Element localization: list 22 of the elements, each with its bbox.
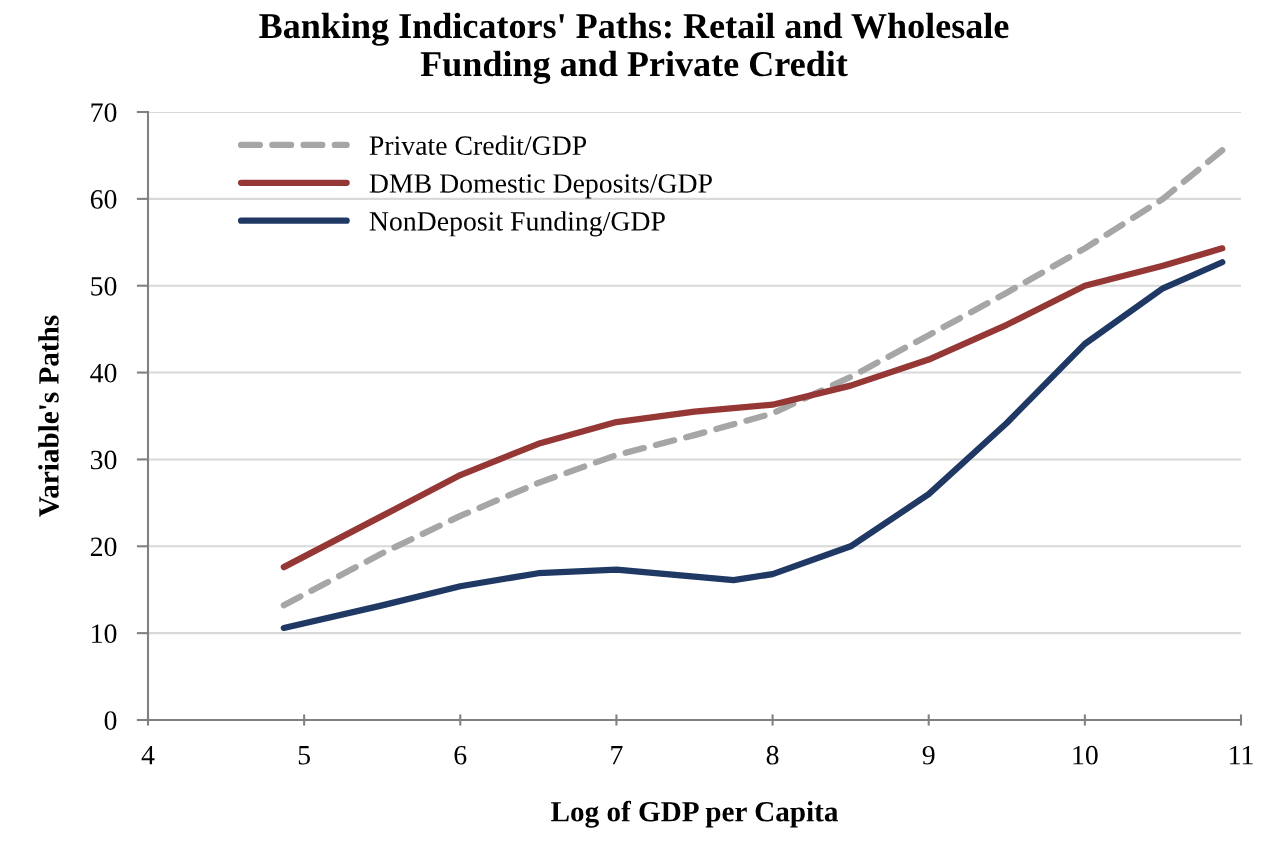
chart-title: Banking Indicators' Paths: Retail and Wholesale Funding and Private Credit — [259, 12, 1009, 84]
y-tick-label: 0 — [104, 711, 117, 730]
y-tick-label: 60 — [90, 190, 117, 209]
x-tick-label: 9 — [922, 745, 935, 765]
x-tick-label: 6 — [454, 745, 467, 765]
y-tick-label: 10 — [92, 624, 117, 644]
y-tick-label: 30 — [90, 450, 117, 470]
y-tick-label: 70 — [91, 103, 117, 122]
y-tick-label: 40 — [90, 363, 117, 383]
x-tick-label: 10 — [1073, 745, 1098, 765]
x-tick-label: 7 — [611, 746, 623, 765]
x-tick-label: 5 — [298, 746, 310, 765]
y-tick-label: 50 — [91, 276, 117, 296]
x-axis-title: Log of GDP per Capita — [551, 800, 839, 828]
x-tick-label: 4 — [141, 745, 155, 765]
x-tick-label: 8 — [766, 745, 779, 765]
legend-label: NonDeposit Funding/GDP — [369, 211, 665, 237]
x-tick-label: 11 — [1230, 745, 1253, 765]
y-tick-label: 20 — [90, 537, 117, 557]
y-axis-title: Variable's Paths — [38, 315, 59, 517]
legend-label: Private Credit/GDP — [369, 135, 587, 155]
legend-label: DMB Domestic Deposits/GDP — [369, 174, 712, 199]
